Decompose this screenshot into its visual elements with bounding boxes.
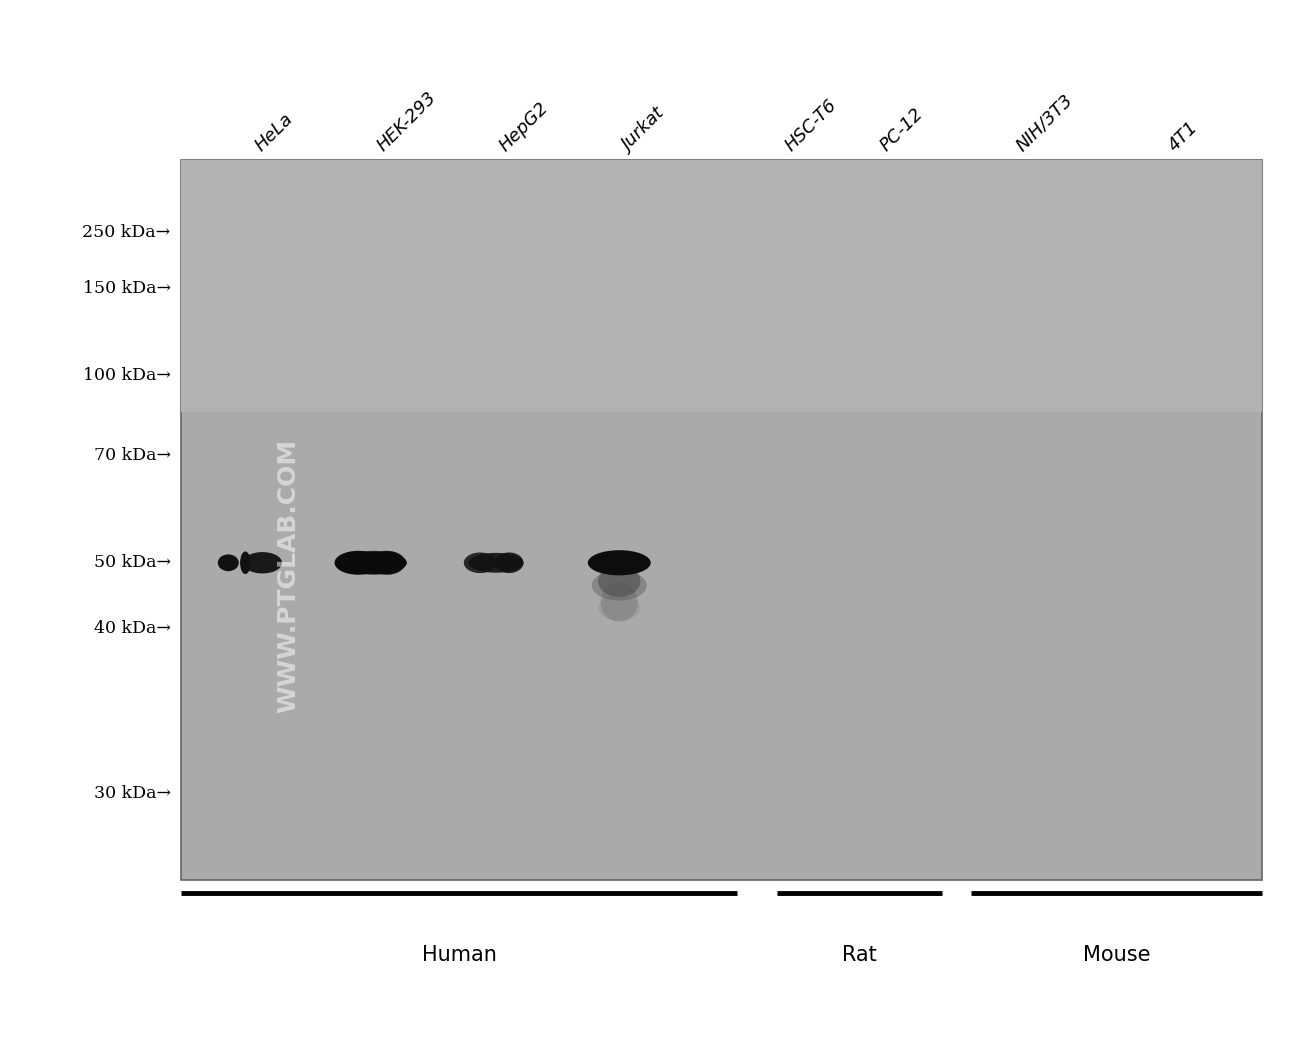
Ellipse shape [369,551,405,574]
Ellipse shape [594,551,644,574]
Text: HSC-T6: HSC-T6 [782,96,841,155]
Ellipse shape [601,583,638,621]
Text: 250 kDa→: 250 kDa→ [83,224,171,241]
Text: Mouse: Mouse [1082,945,1151,965]
Circle shape [218,554,239,571]
Text: 70 kDa→: 70 kDa→ [93,447,171,464]
Text: HEK-293: HEK-293 [374,89,441,155]
Ellipse shape [598,595,640,620]
Text: HeLa: HeLa [252,110,297,155]
Text: HepG2: HepG2 [496,99,552,155]
Ellipse shape [341,551,407,574]
Ellipse shape [341,551,407,574]
Bar [181,160,1262,880]
Text: 100 kDa→: 100 kDa→ [83,367,171,384]
Text: 4T1: 4T1 [1165,118,1202,155]
Ellipse shape [335,551,382,574]
Text: Human: Human [421,945,497,965]
Ellipse shape [588,550,651,575]
Ellipse shape [592,570,647,601]
Bar [181,160,1262,412]
Ellipse shape [464,552,496,573]
Text: 40 kDa→: 40 kDa→ [93,620,171,637]
Text: NIH/3T3: NIH/3T3 [1013,91,1077,155]
Ellipse shape [495,552,523,573]
Ellipse shape [243,552,282,573]
Text: Jurkat: Jurkat [619,106,669,155]
Text: 50 kDa→: 50 kDa→ [93,554,171,571]
Ellipse shape [598,566,640,597]
Ellipse shape [240,551,251,574]
Text: 30 kDa→: 30 kDa→ [93,785,171,802]
Text: 150 kDa→: 150 kDa→ [83,280,171,297]
Text: WWW.PTGLAB.COM: WWW.PTGLAB.COM [277,439,300,714]
Text: Rat: Rat [842,945,876,965]
Ellipse shape [468,553,523,572]
Text: PC-12: PC-12 [876,105,926,155]
